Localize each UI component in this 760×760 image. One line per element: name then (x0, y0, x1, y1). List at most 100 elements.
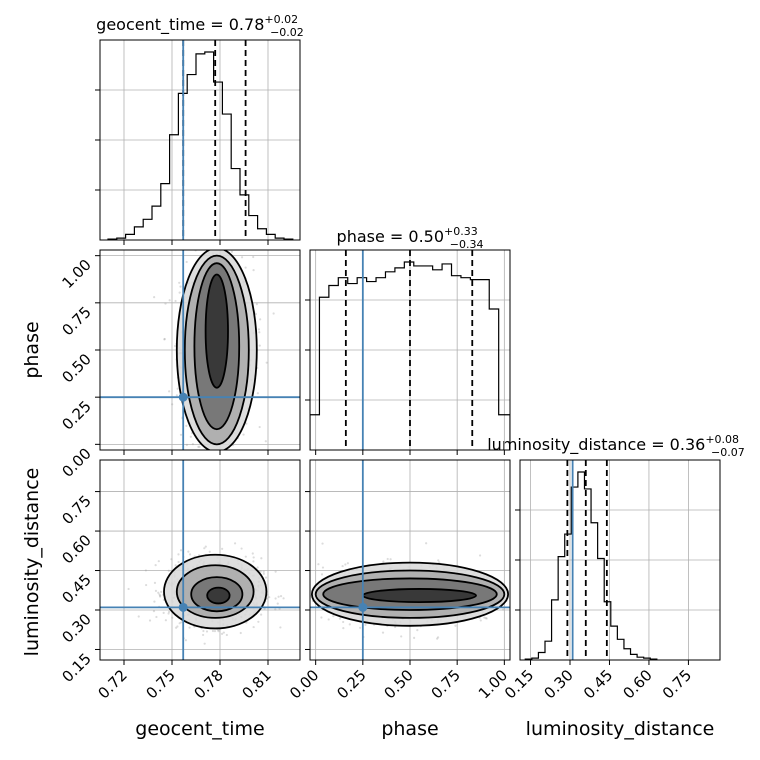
scatter-point (174, 626, 178, 629)
xlabel-luminosity-distance: luminosity_distance (526, 718, 715, 740)
scatter-point (202, 629, 205, 633)
scatter-point (262, 570, 265, 573)
scatter-point (204, 545, 207, 548)
title-luminosity-distance-minus: −0.07 (711, 446, 745, 459)
scatter-point (168, 299, 171, 302)
scatter-point (425, 542, 428, 545)
scatter-point (177, 553, 180, 556)
scatter-point (179, 433, 183, 436)
title-geocent-time-minus: −0.02 (270, 26, 304, 39)
scatter-point (217, 630, 220, 633)
scatter-point (176, 625, 179, 628)
scatter-point (251, 552, 254, 555)
scatter-point (274, 570, 277, 573)
scatter-point (386, 557, 389, 561)
scatter-point (252, 269, 255, 272)
scatter-point (454, 624, 457, 627)
scatter-point (153, 600, 156, 603)
histogram-geocent-time (107, 51, 294, 240)
title-geocent-time-plus: +0.02 (264, 13, 298, 26)
scatter-point (257, 620, 260, 623)
scatter-point (437, 559, 440, 562)
panel-geocent-time-vs-geocent-time (95, 39, 301, 245)
scatter-point (394, 625, 397, 629)
scatter-point (244, 555, 247, 558)
scatter-point (162, 611, 165, 614)
xlabel-geocent-time: geocent_time (135, 718, 264, 740)
panel-geocent-time-vs-geocent-time-inner (100, 40, 300, 240)
title-geocent-time: geocent_time = 0.78+0.02 −0.02 (96, 13, 304, 39)
scatter-point (208, 550, 211, 553)
contour-level-3 (204, 273, 229, 389)
title-phase-minus: −0.34 (450, 238, 484, 251)
scatter-point (320, 573, 324, 576)
contour-level-3 (361, 588, 477, 604)
scatter-point (203, 642, 206, 645)
scatter-point (152, 610, 156, 613)
scatter-point (177, 560, 180, 564)
scatter-point (413, 636, 416, 639)
scatter-point (342, 620, 345, 624)
scatter-point (174, 299, 177, 303)
scatter-point (264, 440, 267, 443)
scatter-point (436, 637, 439, 640)
scatter-point (338, 617, 342, 620)
scatter-point (320, 616, 323, 619)
scatter-point (342, 627, 345, 630)
scatter-point (348, 623, 351, 626)
scatter-point (157, 560, 160, 563)
scatter-point (170, 558, 173, 561)
scatter-point (317, 563, 320, 566)
title-phase-main: phase = 0.50 (337, 227, 444, 246)
scatter-point (282, 597, 285, 600)
scatter-point (144, 569, 147, 572)
scatter-point (154, 589, 158, 592)
ylabel-luminosity-distance: luminosity_distance (21, 468, 43, 657)
scatter-point (178, 281, 181, 284)
scatter-point (263, 607, 266, 610)
scatter-point (213, 630, 217, 633)
scatter-point (436, 636, 440, 639)
scatter-point (252, 255, 255, 259)
scatter-point (252, 625, 255, 629)
scatter-point (257, 328, 261, 331)
scatter-point (381, 631, 385, 634)
truth-marker (358, 602, 368, 612)
scatter-point (245, 422, 248, 425)
scatter-point (240, 256, 244, 259)
scatter-point (483, 616, 486, 619)
scatter-point (158, 593, 161, 596)
scatter-point (167, 612, 170, 615)
ylabel-phase: phase (21, 321, 43, 378)
panel-luminosity-distance-vs-phase: 0.00 0.25 0.50 0.75 1.00 (286, 459, 511, 702)
scatter-point (400, 635, 403, 638)
scatter-point (258, 425, 261, 429)
scatter-point (159, 594, 162, 597)
scatter-point (341, 564, 344, 568)
scatter-point (484, 617, 487, 620)
panel-phase-vs-phase (305, 249, 511, 455)
scatter-point (185, 424, 188, 427)
panel-luminosity-distance-vs-luminosity-distance-inner (520, 460, 720, 660)
scatter-point (160, 590, 163, 593)
title-phase: phase = 0.50+0.33 −0.34 (337, 225, 484, 251)
scatter-point (256, 392, 259, 395)
scatter-point (198, 445, 201, 448)
scatter-point (188, 553, 192, 556)
scatter-point (203, 547, 206, 550)
panel-luminosity-distance-vs-geocent-time-frame (99, 459, 301, 661)
truth-marker (178, 392, 188, 402)
panel-phase-vs-geocent-time-inner (100, 250, 300, 450)
scatter-point (242, 433, 245, 436)
scatter-point (276, 602, 279, 605)
scatter-point (327, 618, 330, 621)
scatter-point (174, 344, 177, 348)
scatter-point (168, 610, 171, 613)
title-luminosity-distance-main: luminosity_distance = 0.36 (487, 435, 705, 455)
scatter-point (259, 318, 262, 321)
scatter-point (175, 394, 178, 397)
scatter-point (239, 631, 242, 635)
scatter-point (164, 619, 167, 622)
scatter-point (262, 572, 265, 575)
scatter-point (346, 562, 349, 565)
